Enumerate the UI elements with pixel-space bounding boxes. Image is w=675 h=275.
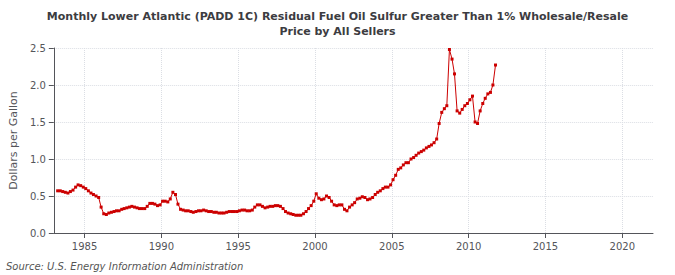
svg-text:Monthly Lower Atlantic (PADD 1: Monthly Lower Atlantic (PADD 1C) Residua… <box>47 10 628 23</box>
svg-text:Dollars per Gallon: Dollars per Gallon <box>7 91 20 190</box>
svg-text:1.0: 1.0 <box>30 154 46 165</box>
svg-text:1995: 1995 <box>225 241 250 252</box>
svg-text:2.5: 2.5 <box>30 43 46 54</box>
svg-text:2015: 2015 <box>533 241 558 252</box>
svg-text:1.5: 1.5 <box>30 117 46 128</box>
svg-text:2010: 2010 <box>456 241 481 252</box>
svg-text:0.0: 0.0 <box>30 228 46 239</box>
svg-text:2020: 2020 <box>610 241 635 252</box>
svg-text:Price by All Sellers: Price by All Sellers <box>279 25 396 38</box>
svg-text:1990: 1990 <box>149 241 174 252</box>
svg-text:2000: 2000 <box>302 241 327 252</box>
svg-text:0.5: 0.5 <box>30 191 46 202</box>
svg-text:2.0: 2.0 <box>30 80 46 91</box>
svg-text:2005: 2005 <box>379 241 404 252</box>
svg-text:Source: U.S. Energy Informatio: Source: U.S. Energy Information Administ… <box>6 261 243 272</box>
svg-text:1985: 1985 <box>72 241 97 252</box>
